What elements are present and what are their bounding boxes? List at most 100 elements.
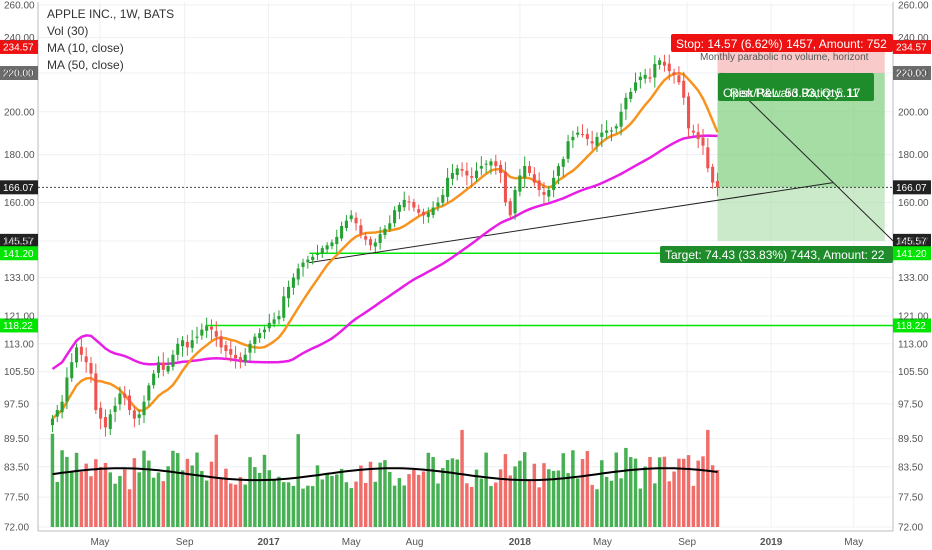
y-tick-label-left: 160.00 [4,198,35,209]
volume-bar [204,480,209,527]
candle-body [70,362,74,379]
open-pl-label-bg [718,73,874,101]
ma50-indicator-label[interactable]: MA (50, close) [47,58,124,72]
candle-body [542,192,546,195]
volume-bar [667,481,672,527]
x-tick-label: Sep [176,537,194,548]
price-tag-bg [893,66,931,81]
price-tag-text: 141.20 [896,249,927,260]
candle-body [561,159,565,167]
volume-bar [378,462,382,527]
candle-body [224,345,228,352]
target-label-text: Target: 74.43 (33.83%) 7443, Amount: 22 [665,248,885,262]
stop-label[interactable]: Stop: 14.57 (6.62%) 1457, Amount: 752 [671,34,893,52]
volume-bar [123,469,127,527]
volume-bar [469,486,474,527]
price-tag-left[interactable]: 220.00 [0,66,38,81]
price-tag-left[interactable]: 141.20 [0,246,38,261]
y-tick-label-right: 89.50 [898,434,923,445]
price-tag-bg [0,180,38,195]
volume-bar [335,474,339,527]
candle-body [595,136,599,146]
volume-bar [248,457,252,527]
candle-body [393,210,397,224]
volume-bar [513,466,517,527]
left-price-axis[interactable]: 260.00 240.00 220.00 200.00 180.00 160.00 145.… [4,1,35,534]
target-label[interactable]: Target: 74.43 (33.83%) 7443, Amount: 22 [660,246,893,263]
volume-bar [185,458,190,527]
time-axis[interactable]: May Sep 2017 May Aug 2018 May Sep 2019 May [91,537,864,548]
price-tag-right[interactable]: 220.00 [893,66,931,81]
candle-body [354,217,358,224]
open-pl-label[interactable]: Open P&L: 53.93, Qty: 17 [718,73,874,101]
price-tag-right[interactable]: 145.57 [893,233,931,248]
candle-body [262,329,267,333]
volume-bar [180,470,185,527]
volume-bar [151,477,156,527]
candle-body [113,405,117,412]
price-tag-right[interactable]: 141.20 [893,246,931,261]
volume-bar [147,460,151,527]
candle-body [605,130,609,133]
candle-body [60,401,64,413]
price-tag-right[interactable]: 234.57 [893,39,931,54]
candle-body [691,130,695,133]
y-tick-label-right: 77.50 [898,493,923,504]
candle-body [185,341,189,348]
candle-body [344,220,348,229]
volume-indicator-label[interactable]: Vol (30) [47,24,89,38]
volume-bar [359,465,363,527]
volume-bar [710,465,715,527]
right-price-axis[interactable]: 260.00 240.00 220.00 200.00 180.00 160.00 145.… [898,1,929,534]
candle-body [267,322,271,329]
price-tag-right[interactable]: 166.07 [893,180,931,195]
candle-body [489,161,493,166]
trade-annotations[interactable]: Stop: 14.57 (6.62%) 1457, Amount: 752Mon… [0,34,931,333]
volume-bar [585,451,590,527]
volume-bar [561,453,565,527]
candle-body [658,60,662,65]
y-tick-label-left: 72.00 [4,523,29,534]
ma10-indicator-label[interactable]: MA (10, close) [47,41,124,55]
candle-body [687,96,691,129]
y-tick-label-right: 200.00 [898,107,929,118]
volume-bar [653,483,657,527]
candle-body [508,201,512,216]
volume-bar [508,475,512,527]
volume-bar [609,480,614,527]
symbol-title[interactable]: APPLE INC., 1W, BATS [47,7,175,21]
x-tick-label: Sep [678,537,696,548]
risk-reward-text: Risk/Reward Ratio: 5.11 [730,86,859,100]
candle-body [75,347,79,363]
volume-bar [527,480,532,527]
candle-body [436,202,440,207]
price-tag-left[interactable]: 234.57 [0,39,38,54]
volume-bar [426,452,431,527]
price-tag-left[interactable]: 166.07 [0,180,38,195]
price-tag-text: 145.57 [896,236,927,247]
price-tag-right[interactable]: 118.22 [893,318,931,333]
y-tick-label-left: 97.50 [4,399,29,410]
stop-label-text: Stop: 14.57 (6.62%) 1457, Amount: 752 [676,37,887,51]
price-tag-bg [0,246,38,261]
candle-body [320,248,324,254]
candle-body [624,97,628,110]
y-tick-label-left: 121.00 [4,312,35,323]
y-tick-label-left: 220.00 [4,69,35,80]
x-tick-label: May [342,537,361,548]
candle-body [152,373,156,386]
candle-body [696,132,700,140]
price-tag-bg [893,39,931,54]
volume-bar [571,450,575,527]
price-tag-left[interactable]: 145.57 [0,233,38,248]
candle-body [147,385,151,401]
volume-bar [643,466,647,527]
candle-body [585,134,589,140]
candle-body [176,343,180,355]
candle-body [614,126,618,129]
volume-bar [416,474,421,527]
candle-body [609,130,613,132]
volume-bar [171,450,175,527]
price-tag-left[interactable]: 118.22 [0,318,38,333]
